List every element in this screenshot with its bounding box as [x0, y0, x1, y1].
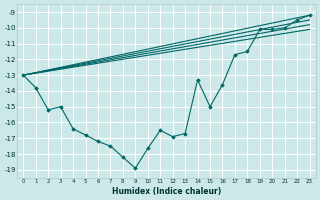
X-axis label: Humidex (Indice chaleur): Humidex (Indice chaleur) [112, 187, 221, 196]
